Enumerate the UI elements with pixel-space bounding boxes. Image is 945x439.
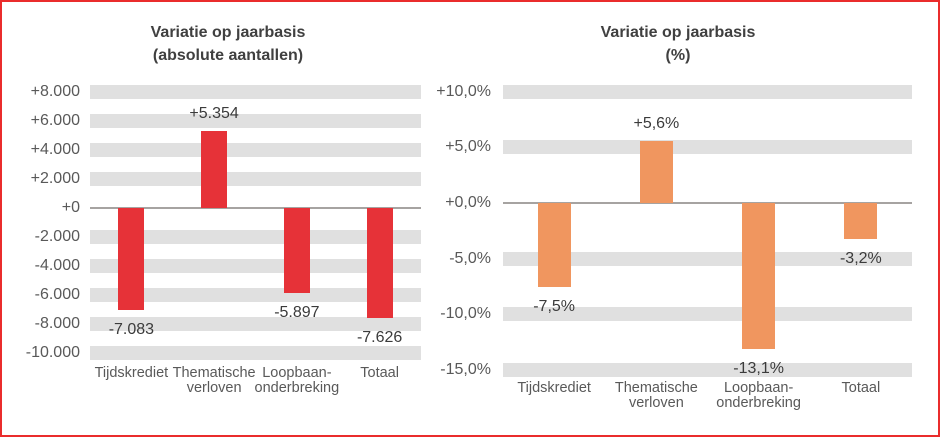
x-category-label-totaal: Totaal [801, 381, 921, 396]
y-tick-label: -10.000 [25, 343, 80, 361]
y-tick-label: +0 [61, 199, 80, 216]
y-tick-label: -5,0% [449, 249, 491, 267]
data-label-loopbaan-onderbreking: -13,1% [733, 359, 784, 377]
gridline-band [90, 85, 421, 100]
x-category-label-line: Thematische [172, 365, 256, 381]
data-label-tijdskrediet: -7,5% [533, 297, 576, 315]
y-tick-label: +8.000 [30, 83, 80, 101]
x-category-label-loopbaan-onderbreking: Loopbaan-onderbreking [699, 381, 819, 411]
bar-totaal [844, 203, 878, 239]
data-label-totaal: -3,2% [839, 249, 882, 267]
gridline-band [90, 172, 421, 187]
y-tick-label: -4.000 [34, 256, 80, 274]
x-category-label-line: verloven [628, 395, 684, 411]
data-label-thematische-verloven: +5.354 [189, 104, 239, 122]
bar-loopbaan-onderbreking [283, 208, 310, 294]
gridline-band [90, 114, 421, 129]
y-tick-label: +6.000 [30, 112, 80, 130]
y-tick-label: +10,0% [436, 82, 491, 100]
gridline-band [90, 258, 421, 273]
gridline-band [503, 363, 912, 378]
y-tick-label: -8.000 [34, 314, 80, 332]
bar-loopbaan-onderbreking [742, 203, 776, 349]
gridline-band [503, 140, 912, 155]
x-category-label-line: verloven [186, 380, 242, 396]
bar-tijdskrediet [537, 203, 571, 287]
gridline-band [503, 84, 912, 99]
x-category-label-line: Tijdskrediet [517, 380, 591, 396]
x-category-label-tijdskrediet: Tijdskrediet [494, 381, 614, 396]
chart-title-line2: (absolute aantallen) [152, 47, 304, 64]
chart-title-line2: (%) [665, 47, 691, 64]
x-axis-line [90, 207, 421, 209]
y-tick-label: +2.000 [30, 170, 80, 188]
x-category-label-line: Loopbaan- [262, 365, 332, 381]
gridline-band [90, 229, 421, 244]
gridline-band [90, 316, 421, 331]
y-tick-label: -10,0% [440, 305, 491, 323]
gridline-band [90, 287, 421, 302]
bar-tijdskrediet [118, 208, 145, 311]
x-category-label-line: Tijdskrediet [94, 365, 169, 381]
chart-title-line1: Variatie op jaarbasis [600, 24, 756, 41]
y-tick-label: -6.000 [34, 285, 80, 303]
bar-totaal [366, 208, 393, 319]
data-label-totaal: -7.626 [356, 329, 403, 347]
x-category-label-thematische-verloven: Thematische verloven [596, 381, 716, 411]
gridline-band [503, 251, 912, 266]
chart-title-line1: Variatie op jaarbasis [150, 24, 306, 41]
y-tick-label: +4.000 [30, 141, 80, 159]
gridline-band [90, 143, 421, 158]
x-category-label-line: Totaal [841, 380, 881, 396]
y-tick-label: +5,0% [445, 138, 491, 156]
x-category-label-line: Totaal [360, 365, 399, 381]
x-axis-line [503, 202, 912, 204]
bar-thematische-verloven [639, 140, 673, 203]
x-category-label-line: Loopbaan- [723, 380, 794, 396]
y-tick-label: +0,0% [445, 194, 491, 211]
x-category-label-tijdskrediet: Tijdskrediet [71, 366, 191, 381]
x-category-label-totaal: Totaal [320, 366, 440, 381]
gridline-band [90, 345, 421, 360]
data-label-thematische-verloven: +5,6% [633, 114, 680, 132]
chart-title-absolute: Variatie op jaarbasis (absolute aantalle… [8, 21, 448, 67]
x-category-label-line: onderbreking [716, 395, 801, 411]
gridline-band [503, 307, 912, 322]
x-category-label-loopbaan-onderbreking: Loopbaan-onderbreking [237, 366, 357, 396]
x-category-label-thematische-verloven: Thematische verloven [154, 366, 274, 396]
data-label-tijdskrediet: -7.083 [108, 321, 155, 339]
chart-title-percent: Variatie op jaarbasis (%) [458, 21, 898, 67]
x-category-label-line: onderbreking [254, 380, 340, 396]
bar-thematische-verloven [201, 130, 228, 208]
y-tick-label: -2.000 [34, 227, 80, 245]
x-category-label-line: Thematische [614, 380, 698, 396]
y-tick-label: -15,0% [440, 361, 491, 379]
data-label-loopbaan-onderbreking: -5.897 [274, 304, 320, 322]
